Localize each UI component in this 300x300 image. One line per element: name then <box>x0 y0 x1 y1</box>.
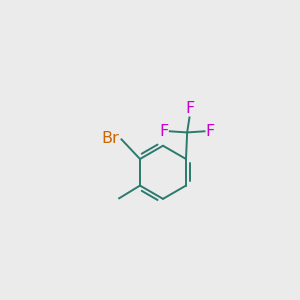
Text: F: F <box>185 100 194 116</box>
Text: Br: Br <box>101 131 119 146</box>
Text: F: F <box>159 124 169 139</box>
Text: F: F <box>206 124 215 139</box>
